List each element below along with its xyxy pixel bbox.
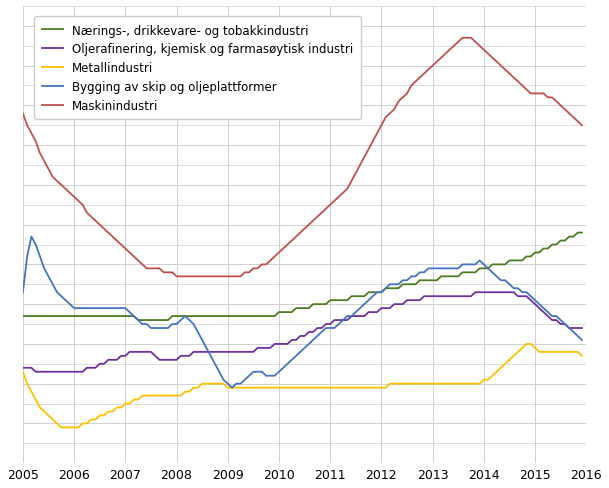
Oljerafinering, kjemisk og farmasøytisk industri — [19, 365, 27, 371]
Metallindustri — [194, 385, 202, 391]
Nærings-, drikkevare- og tobakkindustri — [476, 266, 483, 272]
Metallindustri — [471, 381, 479, 387]
Nærings-, drikkevare- og tobakkindustri — [19, 313, 27, 319]
Oljerafinering, kjemisk og farmasøytisk industri — [194, 349, 202, 355]
Maskinindustri — [579, 123, 586, 129]
Maskinindustri — [19, 111, 27, 117]
Oljerafinering, kjemisk og farmasøytisk industri — [71, 369, 78, 375]
Bygging av skip og oljeplattformer — [228, 385, 236, 391]
Bygging av skip og oljeplattformer — [28, 234, 35, 240]
Metallindustri — [579, 353, 586, 359]
Nærings-, drikkevare- og tobakkindustri — [66, 313, 74, 319]
Oljerafinering, kjemisk og farmasøytisk industri — [480, 290, 487, 296]
Maskinindustri — [211, 274, 219, 280]
Bygging av skip og oljeplattformer — [194, 329, 202, 335]
Maskinindustri — [480, 48, 487, 54]
Oljerafinering, kjemisk og farmasøytisk industri — [211, 349, 219, 355]
Nærings-, drikkevare- og tobakkindustri — [579, 230, 586, 236]
Maskinindustri — [173, 274, 180, 280]
Nærings-, drikkevare- og tobakkindustri — [471, 270, 479, 276]
Bygging av skip og oljeplattformer — [19, 290, 27, 296]
Line: Metallindustri: Metallindustri — [23, 344, 582, 427]
Oljerafinering, kjemisk og farmasøytisk industri — [92, 365, 99, 371]
Legend: Nærings-, drikkevare- og tobakkindustri, Oljerafinering, kjemisk og farmasøytisk: Nærings-, drikkevare- og tobakkindustri,… — [35, 18, 361, 120]
Oljerafinering, kjemisk og farmasøytisk industri — [579, 325, 586, 331]
Bygging av skip og oljeplattformer — [92, 305, 99, 311]
Metallindustri — [71, 425, 78, 430]
Maskinindustri — [194, 274, 202, 280]
Maskinindustri — [88, 214, 95, 220]
Maskinindustri — [66, 190, 74, 196]
Bygging av skip og oljeplattformer — [211, 361, 219, 367]
Metallindustri — [211, 381, 219, 387]
Oljerafinering, kjemisk og farmasøytisk industri — [32, 369, 40, 375]
Metallindustri — [523, 341, 530, 347]
Oljerafinering, kjemisk og farmasøytisk industri — [471, 290, 479, 296]
Metallindustri — [19, 369, 27, 375]
Line: Oljerafinering, kjemisk og farmasøytisk industri: Oljerafinering, kjemisk og farmasøytisk … — [23, 293, 582, 372]
Maskinindustri — [459, 36, 466, 41]
Nærings-, drikkevare- og tobakkindustri — [135, 318, 142, 324]
Line: Bygging av skip og oljeplattformer: Bygging av skip og oljeplattformer — [23, 237, 582, 388]
Line: Nærings-, drikkevare- og tobakkindustri: Nærings-, drikkevare- og tobakkindustri — [23, 233, 582, 321]
Bygging av skip og oljeplattformer — [579, 337, 586, 343]
Oljerafinering, kjemisk og farmasøytisk industri — [476, 290, 483, 296]
Nærings-, drikkevare- og tobakkindustri — [194, 313, 202, 319]
Metallindustri — [58, 425, 65, 430]
Maskinindustri — [476, 44, 483, 50]
Line: Maskinindustri: Maskinindustri — [23, 39, 582, 277]
Metallindustri — [92, 417, 99, 423]
Bygging av skip og oljeplattformer — [71, 305, 78, 311]
Nærings-, drikkevare- og tobakkindustri — [574, 230, 582, 236]
Bygging av skip og oljeplattformer — [476, 258, 483, 264]
Nærings-, drikkevare- og tobakkindustri — [88, 313, 95, 319]
Metallindustri — [476, 381, 483, 387]
Nærings-, drikkevare- og tobakkindustri — [211, 313, 219, 319]
Bygging av skip og oljeplattformer — [480, 262, 487, 268]
